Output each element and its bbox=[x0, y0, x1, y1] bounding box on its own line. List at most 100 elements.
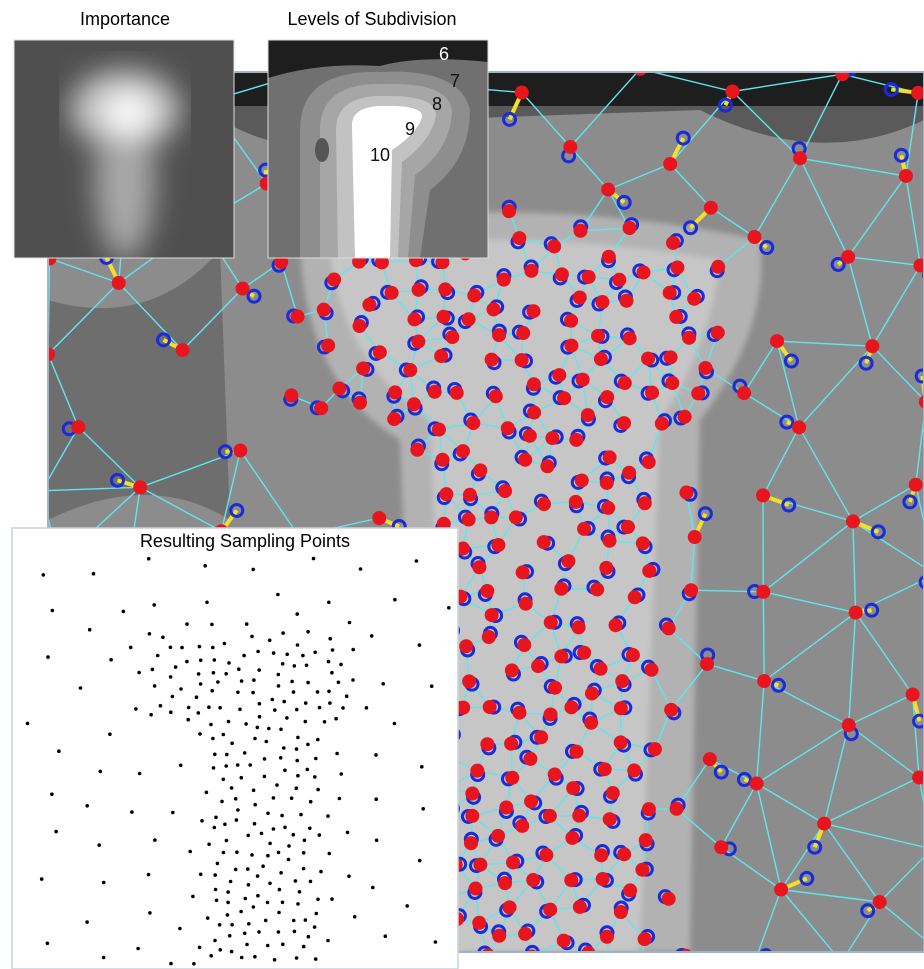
sample-point bbox=[236, 282, 250, 296]
sample-dot bbox=[206, 916, 210, 920]
sample-dot bbox=[205, 791, 209, 795]
sample-dot bbox=[302, 945, 306, 949]
sample-dot bbox=[359, 567, 363, 571]
sample-point bbox=[466, 416, 480, 430]
sample-dot bbox=[209, 723, 213, 727]
sample-point bbox=[704, 201, 718, 215]
sample-point bbox=[555, 267, 569, 281]
sample-dot bbox=[267, 727, 271, 731]
sample-dot bbox=[134, 707, 138, 711]
sample-point bbox=[635, 863, 649, 877]
sample-dot bbox=[230, 742, 234, 746]
sample-point bbox=[601, 501, 615, 515]
sample-point bbox=[792, 420, 806, 434]
sample-point bbox=[544, 615, 558, 629]
sample-point bbox=[467, 289, 481, 303]
sample-dot bbox=[227, 720, 231, 724]
sample-point bbox=[539, 848, 553, 862]
sample-point bbox=[561, 554, 575, 568]
sample-point bbox=[540, 459, 554, 473]
displacement bbox=[755, 956, 766, 962]
sample-point bbox=[599, 561, 613, 575]
sample-dot bbox=[222, 851, 226, 855]
sample-dot bbox=[215, 899, 219, 903]
sample-dot bbox=[200, 819, 204, 823]
sample-point bbox=[472, 916, 486, 930]
sample-point bbox=[388, 385, 402, 399]
sample-dot bbox=[304, 720, 308, 724]
sample-point bbox=[663, 286, 677, 300]
sample-point bbox=[534, 730, 548, 744]
sample-point bbox=[601, 183, 615, 197]
sample-point bbox=[387, 412, 401, 426]
sample-dot bbox=[169, 710, 173, 714]
sample-point bbox=[627, 763, 641, 777]
sample-dot bbox=[306, 630, 310, 634]
sample-dot bbox=[281, 662, 285, 666]
sample-point bbox=[385, 286, 399, 300]
sample-dot bbox=[192, 962, 196, 966]
sample-point bbox=[503, 900, 517, 914]
sample-dot bbox=[222, 733, 226, 737]
sample-point bbox=[432, 423, 446, 437]
sample-dot bbox=[149, 713, 153, 717]
sample-dot bbox=[318, 833, 322, 837]
sample-dot bbox=[79, 686, 83, 690]
sample-dot bbox=[287, 858, 291, 862]
sample-point bbox=[703, 752, 717, 766]
sample-point bbox=[436, 453, 450, 467]
sample-dot bbox=[179, 764, 183, 768]
sample-point bbox=[714, 840, 728, 854]
sample-point bbox=[543, 809, 557, 823]
sample-point bbox=[842, 718, 856, 732]
sample-point bbox=[485, 608, 499, 622]
sample-point bbox=[481, 948, 495, 962]
sample-dot bbox=[245, 943, 249, 947]
sample-dot bbox=[85, 920, 89, 924]
sample-dot bbox=[306, 681, 310, 685]
sample-dot bbox=[334, 717, 338, 721]
sample-point bbox=[639, 833, 653, 847]
sample-dot bbox=[195, 695, 199, 699]
sample-point bbox=[523, 429, 537, 443]
sample-point bbox=[635, 957, 649, 969]
sample-point bbox=[617, 847, 631, 861]
sample-dot bbox=[305, 664, 309, 668]
sample-dot bbox=[218, 923, 222, 927]
sample-dot bbox=[292, 690, 296, 694]
sample-point bbox=[645, 386, 659, 400]
sample-point bbox=[617, 416, 631, 430]
sample-point bbox=[619, 294, 633, 308]
sample-dot bbox=[351, 678, 355, 682]
sample-dot bbox=[276, 593, 280, 597]
sample-dot bbox=[99, 770, 103, 774]
sample-dot bbox=[277, 673, 281, 677]
sample-dot bbox=[213, 658, 217, 662]
sample-point bbox=[603, 450, 617, 464]
sample-point bbox=[585, 686, 599, 700]
sample-point bbox=[670, 802, 684, 816]
sample-dot bbox=[151, 668, 155, 672]
sample-point bbox=[899, 169, 913, 183]
sample-point bbox=[577, 646, 591, 660]
sample-point bbox=[372, 511, 386, 525]
sample-dot bbox=[203, 564, 207, 568]
sample-dot bbox=[216, 680, 220, 684]
sample-point bbox=[909, 478, 923, 492]
sample-dot bbox=[298, 890, 302, 894]
sample-dot bbox=[294, 879, 298, 883]
sample-dot bbox=[283, 826, 287, 830]
sample-dot bbox=[216, 862, 220, 866]
sample-point bbox=[577, 522, 591, 536]
sample-dot bbox=[278, 888, 282, 892]
sample-dot bbox=[229, 880, 233, 884]
figure: Importance Levels of Subdivision 678910 … bbox=[0, 0, 924, 969]
sample-dot bbox=[285, 653, 289, 657]
sample-dot bbox=[235, 818, 239, 822]
sample-dot bbox=[257, 930, 261, 934]
sample-dot bbox=[299, 813, 303, 817]
sample-point bbox=[526, 304, 540, 318]
sample-dot bbox=[328, 852, 332, 856]
sample-point bbox=[621, 520, 635, 534]
sample-point bbox=[327, 273, 341, 287]
